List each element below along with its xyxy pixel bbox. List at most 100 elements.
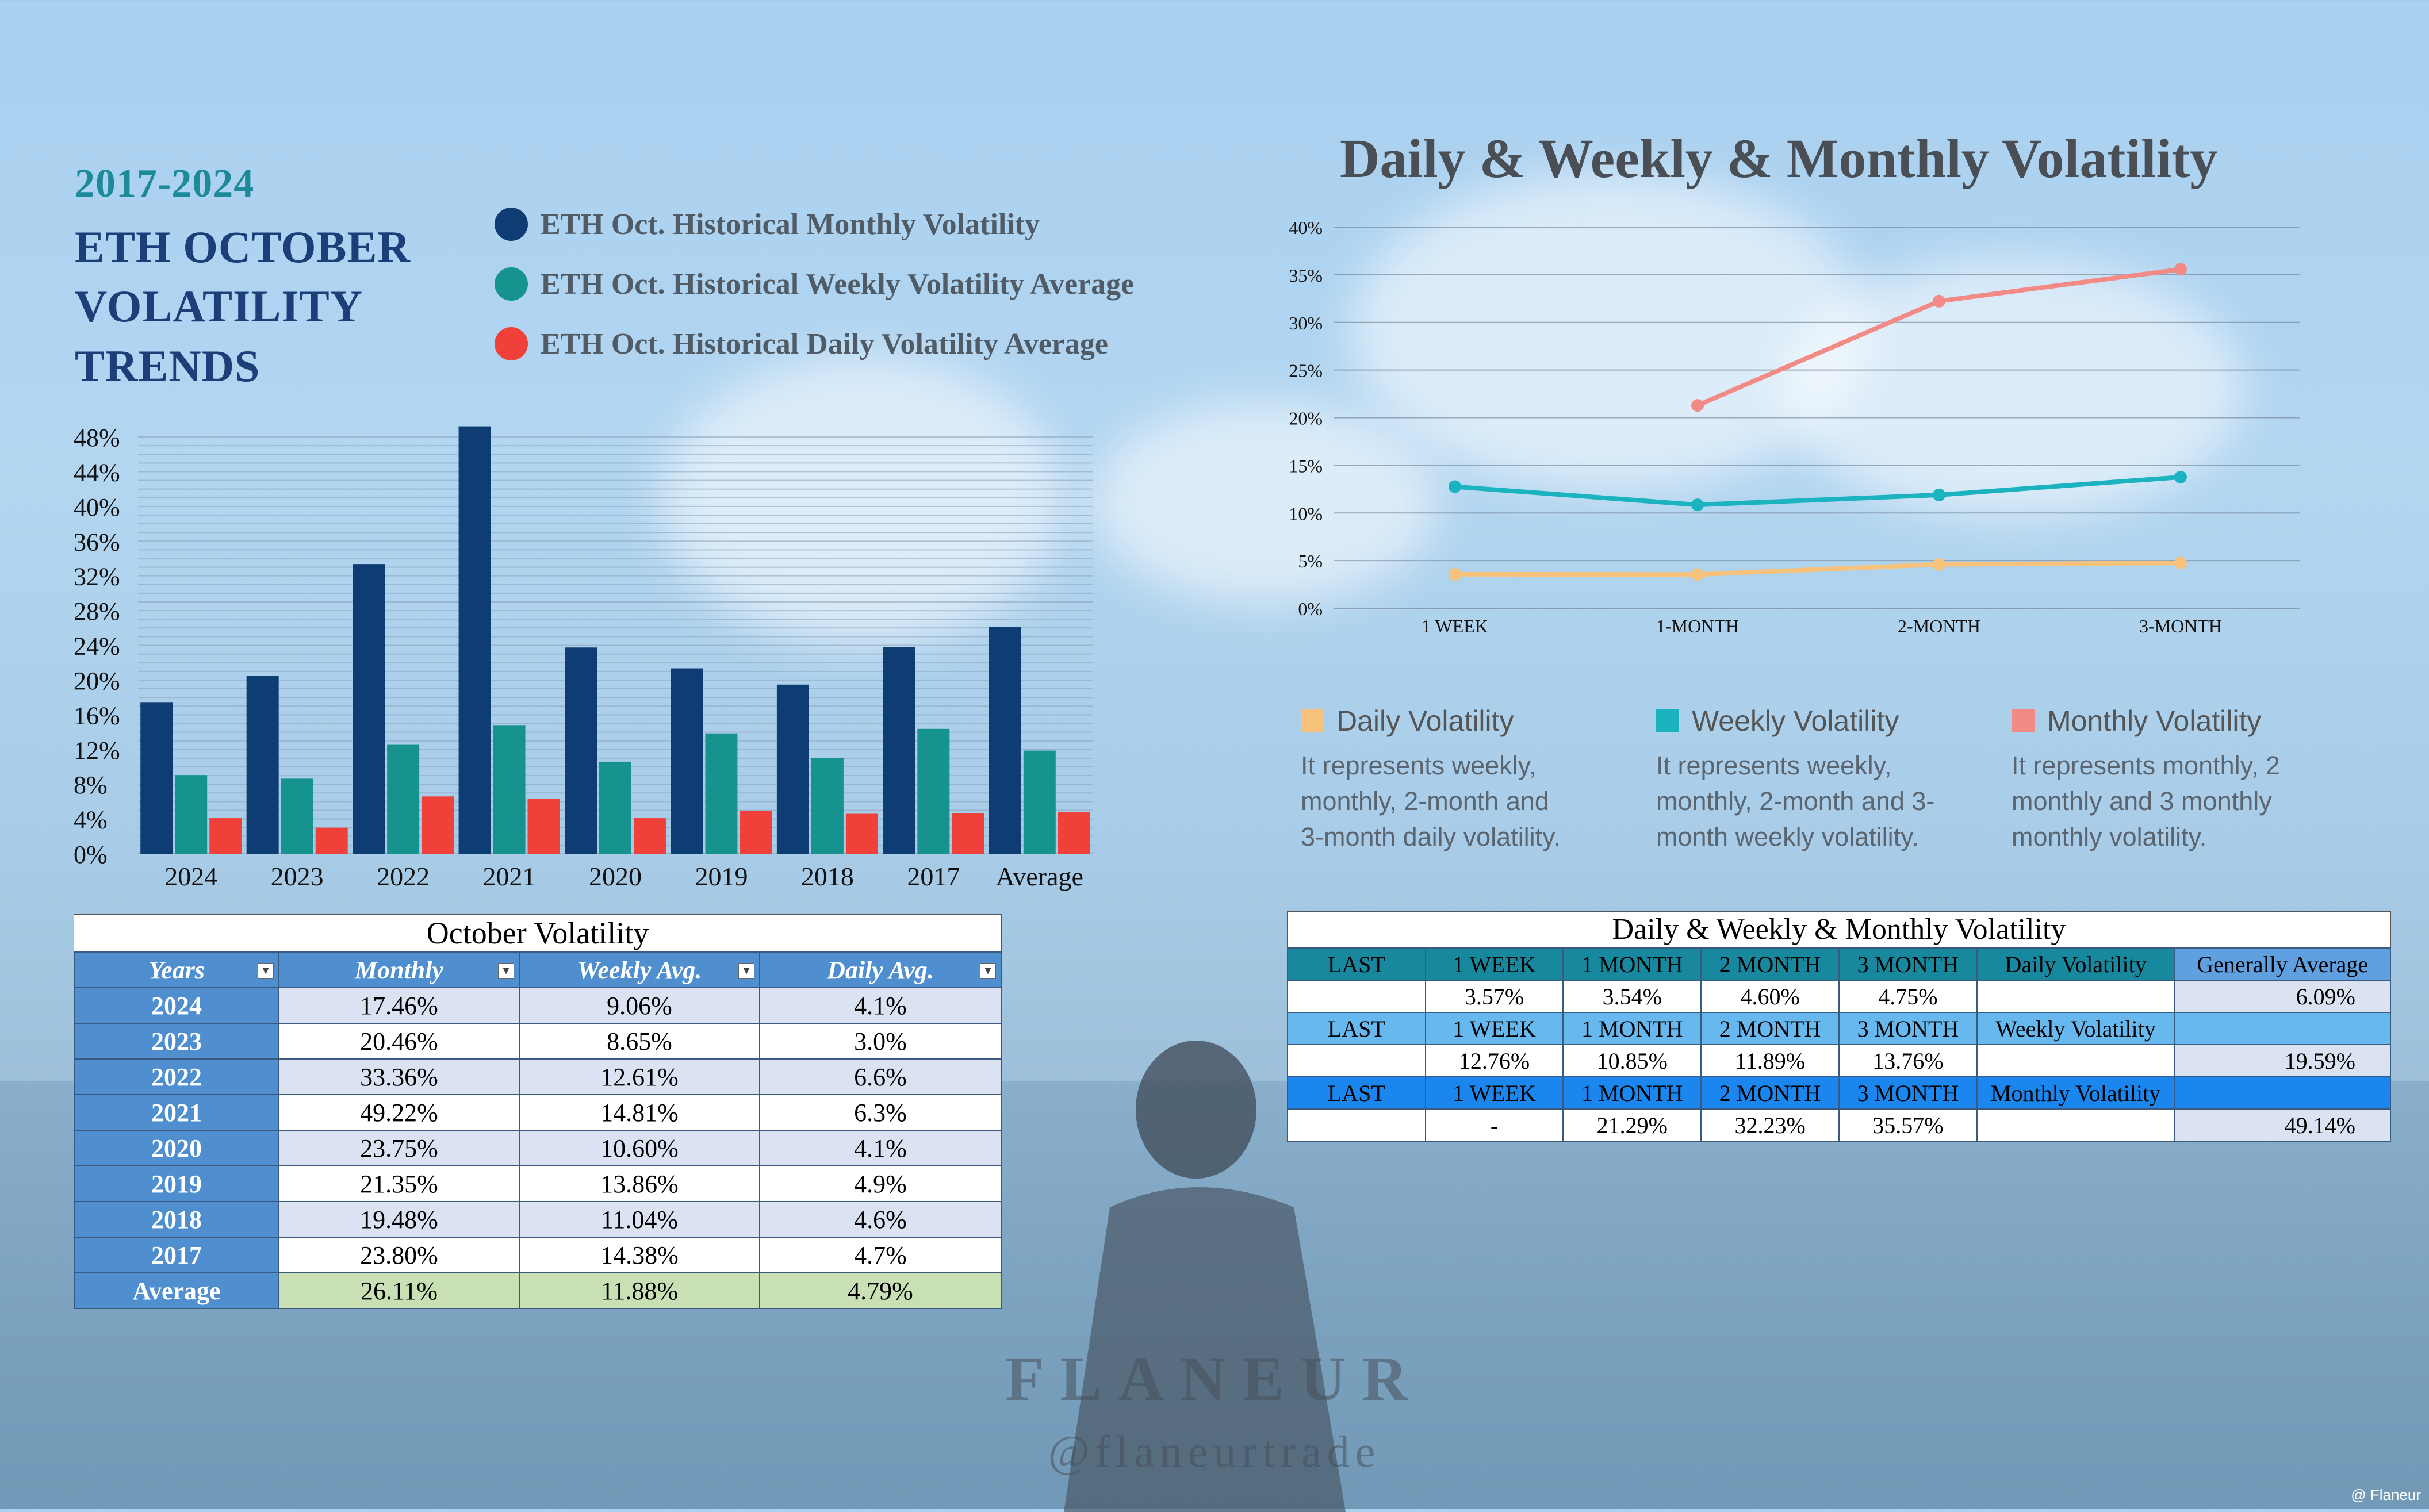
table-header-row: LAST 1 WEEK 1 MONTH 2 MONTH 3 MONTH Week… (1287, 1012, 2391, 1045)
table-cell: 2023 (74, 1023, 279, 1060)
bar-daily (422, 796, 454, 854)
filter-dropdown-icon[interactable]: ▾ (498, 963, 514, 979)
data-point (1933, 294, 1945, 308)
table-row: 3.57% 3.54% 4.60% 4.75% 6.09% (1287, 980, 2391, 1013)
table-cell: 4.79% (759, 1272, 1002, 1309)
table-cell: 23.80% (278, 1237, 520, 1273)
table-cell: 6.6% (759, 1058, 1002, 1095)
legend-desc-line: It represents monthly, 2 (2012, 751, 2280, 780)
table-row: 2017 23.80% 14.38% 4.7% (74, 1237, 1002, 1273)
legend-desc-line: monthly, 2-month and (1301, 786, 1549, 816)
table-cell: 8.65% (519, 1023, 760, 1060)
table-header-row: LAST 1 WEEK 1 MONTH 2 MONTH 3 MONTH Dail… (1287, 947, 2391, 981)
table-cell: 26.11% (278, 1272, 520, 1309)
legend-desc-line: It represents weekly, (1656, 751, 1892, 780)
data-point (1449, 480, 1461, 493)
table-row: 2022 33.36% 12.61% 6.6% (74, 1058, 1002, 1095)
table-cell (1287, 980, 1426, 1013)
table-cell (1287, 1108, 1426, 1142)
group-label: Weekly Volatility (1976, 1012, 2175, 1045)
generally-average-cell: 19.59% (2174, 1044, 2391, 1077)
table-cell: Average (74, 1272, 279, 1309)
table-cell: 2018 (74, 1201, 279, 1238)
series-line-daily-volatility (1454, 561, 2181, 577)
person-silhouette (1064, 1041, 1346, 1512)
legend-square-daily (1301, 709, 1324, 732)
table-cell: 13.86% (519, 1165, 760, 1202)
table-caption: Daily & Weekly & Monthly Volatility (1287, 911, 2391, 947)
legend-desc-line: month weekly volatility. (1656, 822, 1919, 851)
legend-dot-weekly (495, 267, 528, 301)
cloud-bg (661, 356, 1064, 644)
y-tick-label: 40% (74, 493, 120, 521)
table-cell (1287, 1044, 1426, 1077)
column-header-years[interactable]: Years ▾ (74, 951, 279, 988)
header-cell: 1 MONTH (1562, 947, 1702, 981)
legend-label-weekly: ETH Oct. Historical Weekly Volatility Av… (541, 267, 1135, 301)
table-row-average: Average 26.11% 11.88% 4.79% (74, 1272, 1002, 1309)
x-tick-label: Average (996, 862, 1083, 891)
bar-daily (315, 827, 348, 854)
table-row: 2024 17.46% 9.06% 4.1% (74, 987, 1002, 1024)
legend-title-weekly: Weekly Volatility (1692, 705, 1899, 737)
x-tick-label: 2-MONTH (1898, 616, 1980, 636)
y-tick-label: 48% (74, 424, 120, 452)
bar-daily (740, 811, 772, 854)
group-label: Daily Volatility (1976, 947, 2175, 981)
data-point (2174, 470, 2187, 483)
y-tick-label: 20% (1289, 408, 1323, 429)
table-cell: 4.1% (759, 987, 1002, 1024)
x-tick-label: 2024 (164, 862, 217, 891)
y-tick-label: 8% (74, 771, 108, 799)
series-line-monthly-volatility (1696, 267, 2181, 408)
legend-title-daily: Daily Volatility (1336, 705, 1514, 737)
column-header-daily[interactable]: Daily Avg. ▾ (759, 951, 1002, 988)
filter-dropdown-icon[interactable]: ▾ (738, 963, 754, 979)
table-row: 2020 23.75% 10.60% 4.1% (74, 1130, 1002, 1166)
bar-daily (527, 799, 560, 854)
data-point (1691, 399, 1704, 412)
bar-monthly (458, 426, 491, 854)
table-row: 2019 21.35% 13.86% 4.9% (74, 1165, 1002, 1202)
filter-dropdown-icon[interactable]: ▾ (980, 963, 996, 979)
table-cell: 10.60% (519, 1130, 760, 1166)
y-tick-label: 15% (1289, 455, 1323, 476)
bar-monthly (246, 676, 279, 854)
table-cell: 13.76% (1838, 1044, 1978, 1077)
table-cell: 3.54% (1562, 980, 1702, 1013)
bar-monthly (776, 684, 809, 854)
watermark: @ Flaneur (2351, 1486, 2421, 1503)
y-tick-label: 36% (74, 528, 120, 556)
column-header-weekly[interactable]: Weekly Avg. ▾ (519, 951, 760, 988)
bar-daily (845, 813, 878, 854)
filter-dropdown-icon[interactable]: ▾ (258, 963, 274, 979)
data-point (1691, 498, 1704, 512)
table-cell: 19.48% (278, 1201, 520, 1238)
table-cell: 11.89% (1700, 1044, 1840, 1077)
bar-weekly (1023, 750, 1056, 854)
x-tick-label: 3-MONTH (2139, 616, 2222, 636)
data-point (2174, 557, 2187, 570)
legend-item-daily: ETH Oct. Historical Daily Volatility Ave… (495, 314, 1134, 374)
legend-dot-monthly (495, 208, 528, 241)
legend-daily-volatility: Daily Volatility It represents weekly, m… (1301, 704, 1623, 855)
column-header-monthly[interactable]: Monthly ▾ (278, 951, 520, 988)
legend-dot-daily (495, 327, 528, 360)
table-row: 12.76% 10.85% 11.89% 13.76% 19.59% (1287, 1044, 2391, 1077)
group-label: Monthly Volatility (1976, 1076, 2175, 1110)
legend-desc-line: monthly and 3 monthly (2012, 786, 2272, 816)
y-tick-label: 25% (1289, 360, 1323, 381)
series-line-weekly-volatility (1454, 474, 2181, 508)
table-cell: 21.35% (278, 1165, 520, 1202)
brand-handle: @flaneurtrade (1048, 1426, 1381, 1476)
y-tick-label: 28% (74, 597, 120, 625)
table-cell: 2019 (74, 1165, 279, 1202)
header-cell: 1 WEEK (1424, 1012, 1564, 1045)
table-cell (1976, 1044, 2175, 1077)
legend-label-monthly: ETH Oct. Historical Monthly Volatility (541, 208, 1040, 241)
y-tick-label: 4% (74, 806, 108, 834)
header-cell: 2 MONTH (1700, 1012, 1840, 1045)
table-cell: 4.60% (1700, 980, 1840, 1013)
table-cell: 11.88% (519, 1272, 760, 1309)
